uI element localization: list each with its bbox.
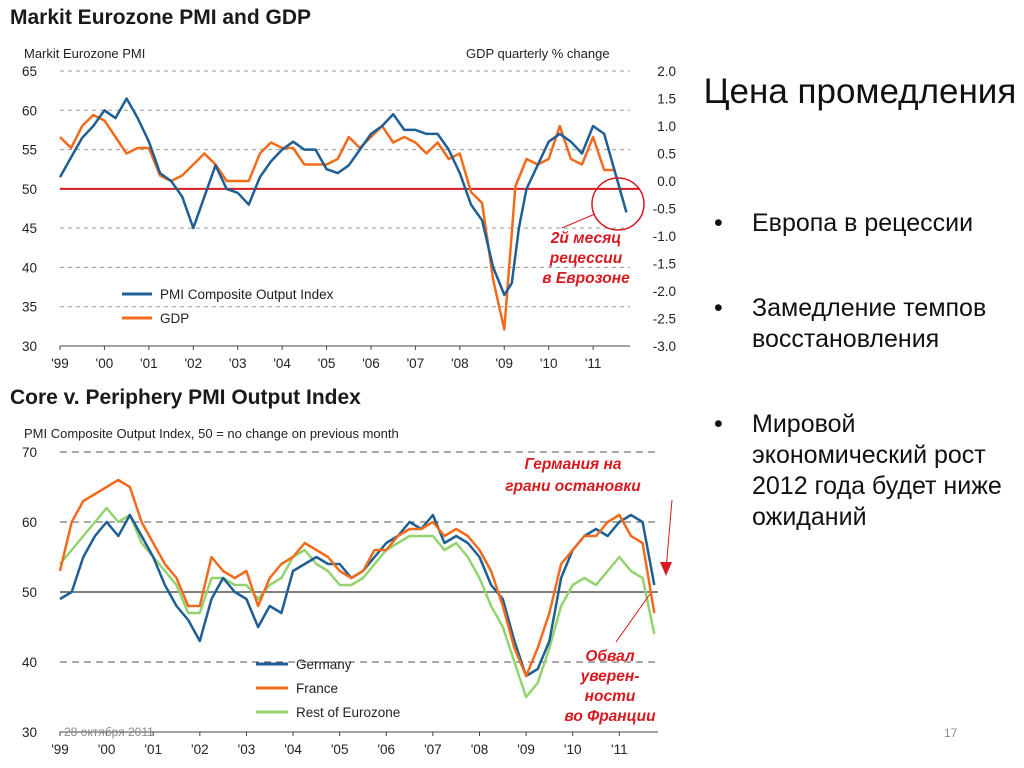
x-tick-label: '03 bbox=[229, 356, 247, 371]
x-tick-label: '02 bbox=[191, 742, 209, 757]
x-tick-label: '07 bbox=[424, 742, 442, 757]
y-tick-label-right: -1.0 bbox=[653, 229, 676, 244]
legend-label: France bbox=[296, 681, 338, 696]
x-tick-label: '09 bbox=[517, 742, 535, 757]
x-tick-label: '01 bbox=[140, 356, 158, 371]
highlight-circle bbox=[591, 177, 645, 231]
x-tick-label: '08 bbox=[471, 742, 489, 757]
annotation-france-text: уверен- bbox=[580, 668, 640, 685]
y-tick-label-right: 1.5 bbox=[657, 92, 676, 107]
legend-label: Rest of Eurozone bbox=[296, 705, 400, 720]
annotation-germany-text: грани остановки bbox=[505, 478, 641, 495]
y-tick-label: 70 bbox=[22, 445, 37, 460]
x-tick-label: '05 bbox=[331, 742, 349, 757]
y-tick-label-left: 30 bbox=[22, 339, 37, 354]
y-tick-label-left: 65 bbox=[22, 64, 37, 79]
annotation-germany-text: Германия на bbox=[525, 456, 622, 473]
y-tick-label-right: -2.5 bbox=[653, 312, 676, 327]
x-tick-label: '06 bbox=[362, 356, 380, 371]
y-tick-label-right: 0.0 bbox=[657, 174, 676, 189]
y-tick-label: 40 bbox=[22, 655, 37, 670]
annotation-france-text: Обвал bbox=[585, 648, 635, 665]
x-tick-label: '03 bbox=[238, 742, 256, 757]
x-tick-label: '10 bbox=[540, 356, 558, 371]
annotation-recession-text: 2й месяц bbox=[550, 230, 621, 247]
x-tick-label: '99 bbox=[51, 742, 69, 757]
y-tick-label: 30 bbox=[22, 725, 37, 740]
x-tick-label: '00 bbox=[98, 742, 116, 757]
x-tick-label: '11 bbox=[585, 356, 602, 371]
bullet-dot-icon: • bbox=[714, 209, 723, 237]
bullet-text: Европа в рецессии bbox=[752, 209, 974, 237]
x-tick-label: '05 bbox=[318, 356, 336, 371]
y-tick-label-left: 60 bbox=[22, 103, 37, 118]
bullet-item: • Европа в рецессии bbox=[712, 208, 1017, 239]
y-tick-label-right: -3.0 bbox=[653, 339, 676, 354]
bullet-item: • Мировой экономический рост 2012 года бу… bbox=[712, 409, 1017, 533]
arrowhead-icon bbox=[660, 562, 672, 576]
legend-label: GDP bbox=[160, 311, 189, 326]
x-tick-label: '04 bbox=[273, 356, 291, 371]
x-tick-label: '11 bbox=[611, 742, 628, 757]
series-line-france bbox=[58, 478, 656, 678]
legend-label: PMI Composite Output Index bbox=[160, 287, 334, 302]
chart2-title: Core v. Periphery PMI Output Index bbox=[10, 386, 361, 409]
series-line-germany bbox=[59, 513, 656, 678]
y-tick-label-left: 40 bbox=[22, 260, 37, 275]
annotation-recession-text: в Еврозоне bbox=[542, 270, 630, 287]
chart1-left-axis-title: Markit Eurozone PMI bbox=[24, 46, 146, 61]
chart2-axis-title: PMI Composite Output Index, 50 = no chan… bbox=[24, 426, 399, 441]
annotation-france-text: во Франции bbox=[564, 708, 656, 725]
series-line-rest-of-eurozone bbox=[59, 506, 656, 699]
y-tick-label-right: 1.0 bbox=[657, 119, 676, 134]
bullet-dot-icon: • bbox=[714, 410, 723, 438]
bullet-text: Мировой экономический рост 2012 года буд… bbox=[752, 410, 1002, 531]
y-tick-label-right: -2.0 bbox=[653, 284, 676, 299]
footer-date: 28 октября 2011 bbox=[64, 725, 154, 739]
annotation-pointer-france bbox=[615, 593, 651, 643]
x-tick-label: '07 bbox=[407, 356, 425, 371]
y-tick-label-left: 45 bbox=[22, 221, 37, 236]
slide-title: Цена промедления bbox=[703, 72, 1017, 111]
y-tick-label-left: 35 bbox=[22, 300, 37, 315]
bullet-list: • Европа в рецессии • Замедление темпов во… bbox=[712, 208, 1017, 533]
slide-number: 17 bbox=[944, 726, 958, 740]
x-tick-label: '99 bbox=[51, 356, 69, 371]
bullet-dot-icon: • bbox=[714, 294, 723, 322]
x-tick-label: '06 bbox=[377, 742, 395, 757]
x-tick-label: '01 bbox=[144, 742, 162, 757]
y-tick-label-left: 50 bbox=[22, 182, 37, 197]
legend-label: Germany bbox=[296, 657, 352, 672]
x-tick-label: '10 bbox=[564, 742, 582, 757]
y-tick-label-right: -1.5 bbox=[653, 257, 676, 272]
annotation-pointer bbox=[561, 213, 596, 229]
bullet-item: • Замедление темпов восстановления bbox=[712, 293, 1017, 355]
y-tick-label-right: 2.0 bbox=[657, 64, 676, 79]
x-tick-label: '08 bbox=[451, 356, 469, 371]
y-tick-label-right: -0.5 bbox=[653, 202, 676, 217]
annotation-arrow-germany bbox=[665, 499, 673, 571]
y-tick-label: 60 bbox=[22, 515, 37, 530]
y-tick-label-right: 0.5 bbox=[657, 147, 676, 162]
bullet-text: Замедление темпов восстановления bbox=[752, 294, 987, 353]
y-tick-label: 50 bbox=[22, 585, 37, 600]
annotation-recession-text: рецессии bbox=[549, 250, 623, 267]
y-tick-label-left: 55 bbox=[22, 143, 37, 158]
annotation-france-text: ности bbox=[585, 688, 636, 705]
series-line-pmi-composite-output-index bbox=[58, 97, 628, 297]
chart1-title: Markit Eurozone PMI and GDP bbox=[10, 6, 312, 29]
x-tick-label: '09 bbox=[495, 356, 513, 371]
x-tick-label: '00 bbox=[96, 356, 114, 371]
series-line-gdp bbox=[59, 113, 616, 331]
chart1-right-axis-title: GDP quarterly % change bbox=[466, 46, 610, 61]
x-tick-label: '02 bbox=[184, 356, 202, 371]
x-tick-label: '04 bbox=[284, 742, 302, 757]
